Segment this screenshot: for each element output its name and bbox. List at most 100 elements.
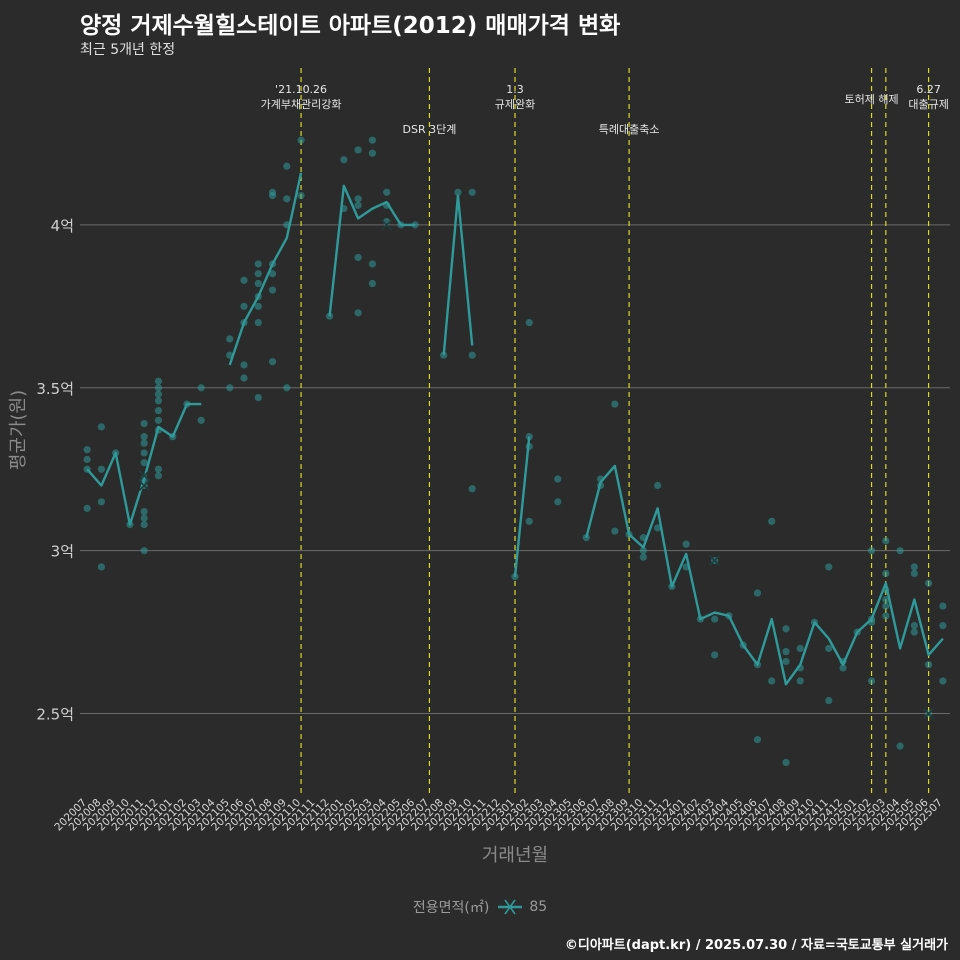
data-point <box>354 309 362 317</box>
data-point <box>240 302 248 310</box>
data-point <box>97 563 105 571</box>
data-point <box>825 696 833 705</box>
data-point <box>639 553 647 561</box>
data-point <box>140 459 148 467</box>
event-label: 1.3 <box>506 83 524 96</box>
data-point <box>254 393 262 402</box>
event-label: 특례대출축소 <box>599 123 660 136</box>
data-point <box>240 374 248 382</box>
data-point <box>283 195 291 203</box>
series-line-segment <box>86 402 202 526</box>
data-point <box>97 498 105 506</box>
source-caption: ©디아파트(dapt.kr) / 2025.07.30 / 자료=국토교통부 실… <box>564 938 948 953</box>
data-point <box>711 615 719 623</box>
data-point <box>197 416 205 424</box>
data-point <box>354 201 362 209</box>
data-point <box>83 504 91 512</box>
data-point <box>97 423 105 431</box>
series-line-segment <box>228 172 303 366</box>
data-point <box>140 433 148 441</box>
data-point <box>611 527 619 535</box>
data-point <box>297 136 305 144</box>
data-point <box>297 191 305 200</box>
data-point <box>340 156 348 164</box>
chart-subtitle: 최근 5개년 한정 <box>80 42 176 58</box>
data-point <box>140 507 148 516</box>
data-point <box>254 302 262 310</box>
data-point <box>368 149 376 157</box>
event-label: 6.27 <box>916 83 941 96</box>
data-point <box>925 661 933 669</box>
data-point <box>882 612 890 620</box>
data-point <box>939 677 947 685</box>
data-point <box>753 736 762 744</box>
data-point <box>468 351 476 359</box>
data-point <box>554 498 562 506</box>
data-point <box>867 677 876 685</box>
data-point <box>796 644 804 653</box>
data-point <box>226 384 234 392</box>
data-point <box>525 319 533 327</box>
series-line-segment <box>585 464 944 686</box>
data-point <box>867 547 876 555</box>
data-point <box>839 664 847 672</box>
data-point <box>882 595 890 604</box>
data-point <box>896 547 904 555</box>
data-point <box>140 514 148 522</box>
x-marker <box>381 219 393 231</box>
data-point <box>368 136 376 144</box>
data-point <box>768 517 776 525</box>
x-marker-stroke <box>381 219 393 231</box>
x-axis-title: 거래년월 <box>482 845 548 866</box>
data-point <box>611 400 619 408</box>
data-point <box>97 465 105 473</box>
chart-title: 양정 거제수월힐스테이트 아파트(2012) 매매가격 변화 <box>80 13 621 39</box>
data-point <box>654 481 662 490</box>
data-point <box>154 472 163 480</box>
x-marker-stroke <box>923 707 935 720</box>
x-marker <box>138 470 150 482</box>
data-point <box>525 517 533 525</box>
x-marker <box>138 479 150 492</box>
data-point <box>782 648 790 656</box>
data-point <box>468 188 476 196</box>
data-point <box>140 521 148 529</box>
data-point <box>283 384 291 392</box>
event-label: DSR 3단계 <box>403 123 457 136</box>
data-point <box>354 146 362 154</box>
data-point <box>254 319 262 327</box>
data-point <box>525 433 533 441</box>
data-point <box>925 579 933 587</box>
x-marker-stroke <box>138 479 150 492</box>
data-point <box>154 390 163 398</box>
series-line-segment <box>328 184 416 317</box>
data-point <box>825 644 833 653</box>
event-label: 규제완화 <box>495 98 535 111</box>
data-point <box>254 270 262 278</box>
y-tick-label: 3.5억 <box>36 380 74 398</box>
data-point <box>711 651 719 659</box>
data-point <box>140 420 148 428</box>
data-point <box>825 563 833 571</box>
data-point <box>268 358 277 366</box>
data-point <box>768 677 776 685</box>
data-point <box>197 384 205 392</box>
data-point <box>882 537 890 545</box>
data-point <box>896 742 904 750</box>
data-point <box>639 547 647 555</box>
data-point <box>368 279 376 288</box>
data-point <box>654 524 662 532</box>
data-point <box>782 625 790 633</box>
data-point <box>910 563 918 571</box>
data-point <box>782 758 790 767</box>
legend: 전용면적(㎡) 85 <box>0 896 960 918</box>
data-point <box>368 260 376 268</box>
data-point <box>354 253 362 262</box>
x-marker-stroke <box>709 554 721 567</box>
data-point <box>910 621 918 630</box>
data-point <box>283 162 291 170</box>
data-point <box>154 465 163 473</box>
data-point <box>910 569 918 578</box>
legend-title: 전용면적(㎡) <box>412 900 490 916</box>
data-point <box>354 195 362 203</box>
